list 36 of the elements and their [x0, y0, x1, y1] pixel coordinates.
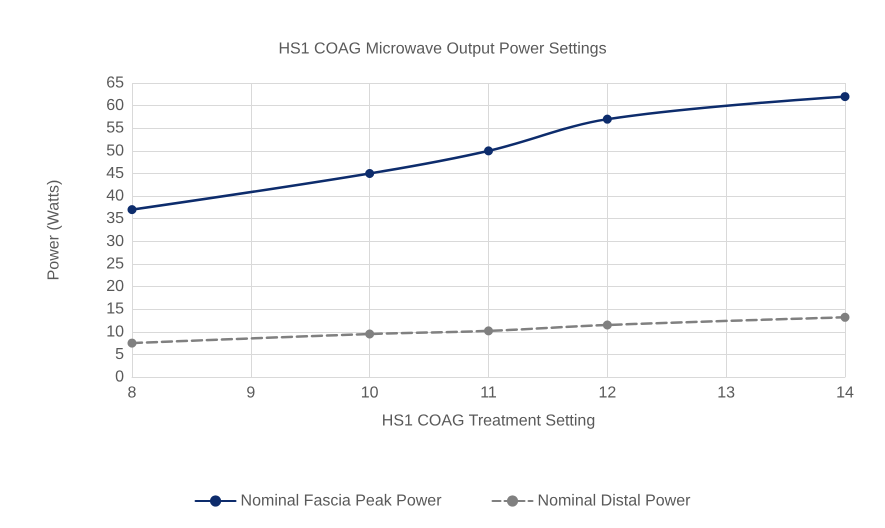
- y-tick-label: 35: [106, 210, 124, 228]
- point: [365, 330, 374, 339]
- x-tick-label: 10: [360, 384, 379, 402]
- y-tick-label: 20: [106, 278, 124, 296]
- x-axis-title: HS1 COAG Treatment Setting: [382, 412, 596, 430]
- y-tick-label: 45: [106, 164, 124, 182]
- y-tick-label: 40: [106, 188, 124, 205]
- x-tick-label: 13: [717, 384, 736, 402]
- y-tick-label: 50: [106, 142, 124, 160]
- y-tick-label: 55: [106, 120, 124, 137]
- y-tick-label: 0: [115, 368, 124, 386]
- point: [128, 205, 136, 214]
- x-tick-label: 9: [246, 384, 256, 402]
- point: [484, 326, 493, 336]
- y-tick-label: 25: [106, 255, 124, 272]
- y-axis-title: Power (Watts): [46, 180, 62, 280]
- point: [484, 146, 493, 156]
- y-tick-label: 60: [106, 97, 124, 114]
- legend-label: Nominal Distal Power: [538, 492, 692, 510]
- y-tick-label: 10: [106, 323, 124, 340]
- point: [840, 92, 850, 102]
- y-tick-label: 5: [115, 346, 124, 363]
- point: [602, 320, 612, 330]
- y-tick-label: 65: [106, 74, 124, 92]
- point: [602, 114, 612, 124]
- legend-label: Nominal Fascia Peak Power: [240, 492, 442, 510]
- x-tick-label: 12: [598, 384, 616, 402]
- point: [365, 168, 374, 178]
- y-tick-label: 15: [106, 300, 124, 318]
- point: [840, 312, 850, 322]
- chart-title: HS1 COAG Microwave Output Power Settings: [278, 40, 607, 58]
- x-tick-label: 14: [836, 384, 854, 402]
- x-tick-label: 8: [128, 384, 137, 402]
- x-tick-label: 11: [480, 384, 497, 402]
- y-tick-label: 30: [106, 232, 124, 250]
- point: [128, 338, 136, 348]
